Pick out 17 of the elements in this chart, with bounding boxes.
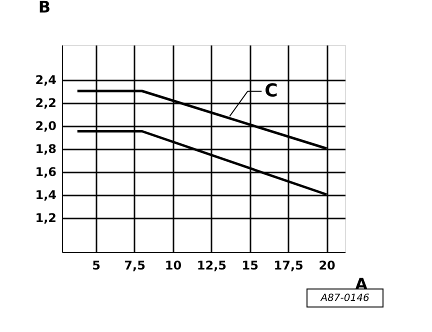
y-axis-title: B xyxy=(38,0,51,16)
x-tick-label: 20 xyxy=(318,258,336,272)
y-tick-label: 2,4 xyxy=(35,73,56,87)
x-tick-label: 7,5 xyxy=(124,258,146,272)
y-tick-label: 1,4 xyxy=(35,188,56,202)
x-tick-label: 5 xyxy=(92,258,101,272)
y-tick-label: 1,6 xyxy=(35,165,56,179)
text: A87-0146 xyxy=(320,293,370,304)
y-tick-label: 2,2 xyxy=(35,96,56,110)
y-tick-label: 1,2 xyxy=(35,211,56,225)
x-tick-label: 17,5 xyxy=(274,258,304,272)
x-tick-label: 15 xyxy=(242,258,258,272)
x-tick-label: 12,5 xyxy=(196,258,226,272)
x-tick-label: 10 xyxy=(164,258,182,272)
y-tick-label: 1,8 xyxy=(35,142,56,156)
y-tick-label: 2,0 xyxy=(35,119,56,133)
annotation: C xyxy=(264,80,278,102)
